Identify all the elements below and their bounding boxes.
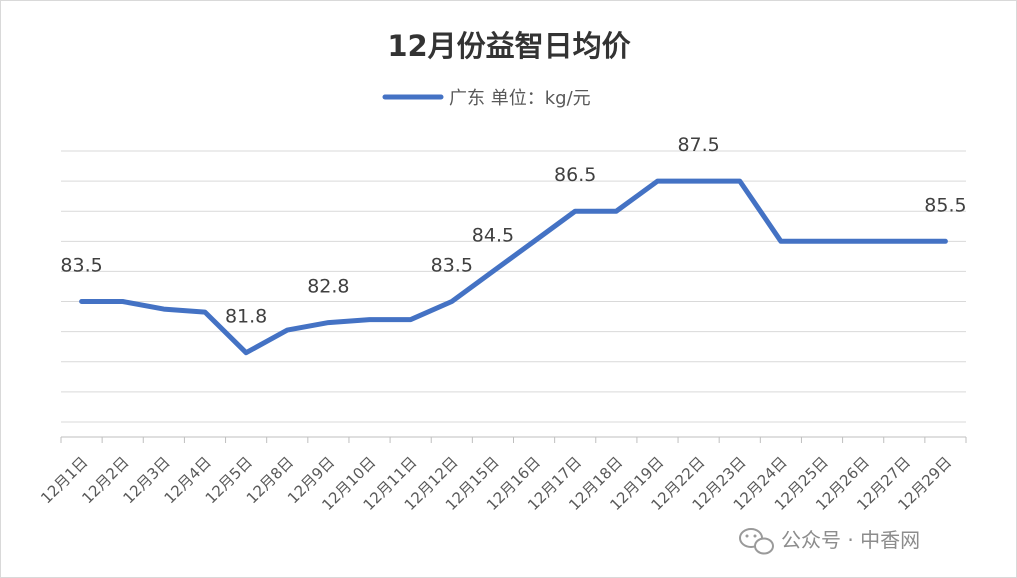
data-label: 85.5: [924, 194, 966, 216]
data-label: 84.5: [472, 224, 514, 246]
data-label: 83.5: [60, 255, 102, 277]
series: [79, 178, 948, 356]
series-line: [79, 178, 948, 356]
data-label: 81.8: [225, 306, 267, 328]
legend-label: 广东 单位：kg/元: [449, 88, 591, 109]
watermark: 公众号 · 中香网: [739, 528, 920, 555]
data-label: 83.5: [431, 255, 473, 277]
wechat-icon: [739, 528, 774, 555]
data-label: 82.8: [307, 276, 349, 298]
data-label: 87.5: [677, 134, 719, 156]
data-labels: 83.5 81.8 82.8 83.5 84.5 86.5 87.5 85.5: [60, 134, 966, 328]
legend: 广东 单位：kg/元: [382, 88, 591, 109]
watermark-text: 公众号 · 中香网: [781, 528, 920, 552]
data-label: 86.5: [554, 164, 596, 186]
chart-title: 12月份益智日均价: [387, 29, 631, 63]
gridlines: [61, 150, 966, 423]
x-tick-labels: 12月1日12月2日12月3日12月4日12月5日12月8日12月9日12月10…: [37, 453, 955, 514]
x-axis: [60, 436, 967, 443]
